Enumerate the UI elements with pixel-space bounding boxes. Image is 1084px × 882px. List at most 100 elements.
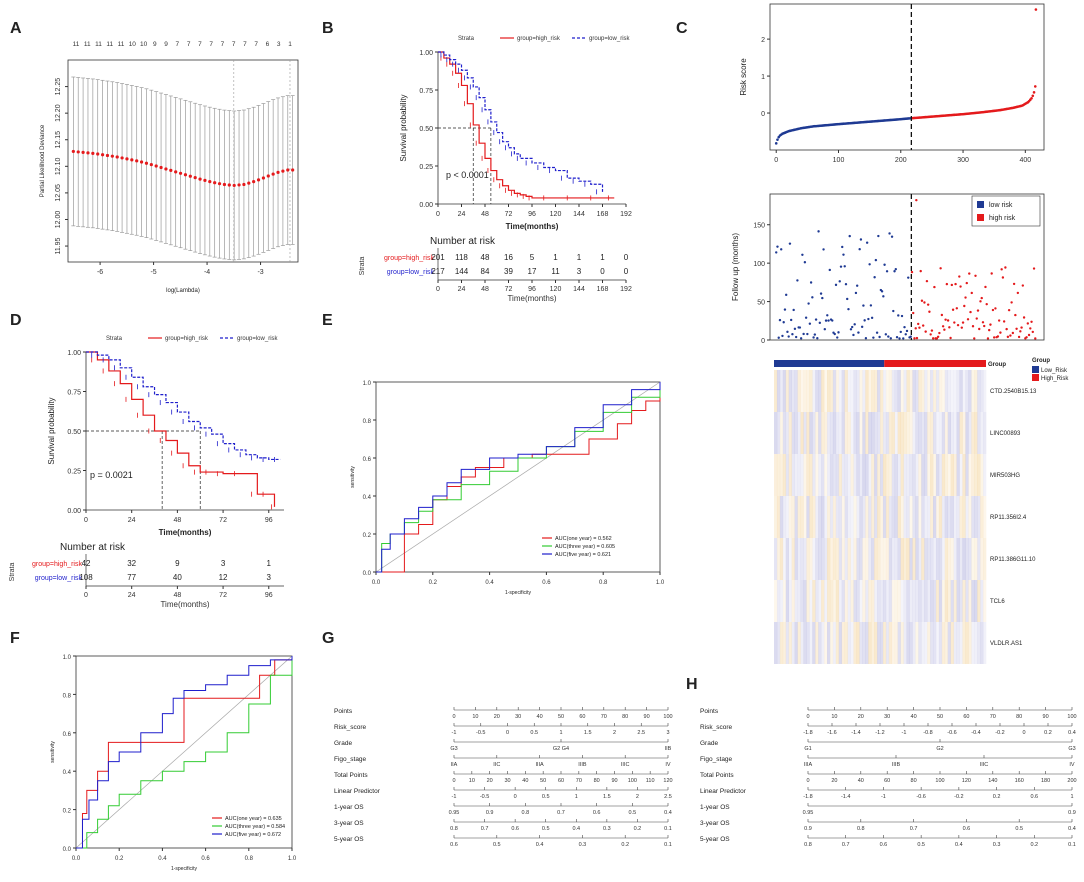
followup-point (813, 333, 817, 336)
heatmap-cell (909, 370, 913, 412)
followup-point (859, 238, 863, 241)
heatmap-cell (956, 454, 960, 496)
followup-point (799, 337, 803, 340)
heatmap-cell (797, 622, 801, 664)
followup-point (877, 234, 880, 238)
heatmap-cell (959, 370, 963, 412)
heatmap-cell (944, 622, 949, 664)
heatmap-cell (974, 454, 978, 496)
heatmap-cell (897, 580, 901, 622)
nomogram-tick-label: -0.6 (916, 794, 925, 800)
heatmap-cell (968, 496, 972, 538)
heatmap-cell (859, 454, 863, 496)
followup-point (833, 332, 836, 336)
heatmap-cell (797, 496, 801, 538)
heatmap-cell (791, 370, 795, 412)
followup-point (926, 303, 930, 306)
followup-point (893, 270, 896, 273)
heatmap-cell (797, 454, 801, 496)
followup-point (818, 321, 822, 325)
nomogram-tick-label: 100 (1067, 714, 1076, 720)
x-tick-label: 0 (436, 211, 440, 218)
nomogram-tick-label: G2 G4 (553, 746, 569, 752)
heatmap-cell (871, 622, 875, 664)
heatmap-legend-label: High_Risk (1041, 376, 1069, 382)
survival-curve-high (86, 351, 276, 507)
followup-point (898, 337, 901, 340)
nomogram-tick-label: 0.9 (486, 810, 494, 816)
group-bar-low (774, 360, 885, 367)
followup-point (847, 307, 850, 311)
nomogram-tick-label: 100 (628, 778, 637, 784)
heatmap-cell (785, 454, 790, 496)
followup-point (902, 337, 905, 340)
heatmap-cell (912, 580, 916, 622)
heatmap-cell (850, 454, 854, 496)
x-tick-label: 96 (528, 211, 536, 218)
heatmap-cell (800, 370, 804, 412)
deviance-point (91, 151, 95, 155)
y-tick-label: 100 (753, 261, 765, 268)
nomogram-tick-label: 1.5 (603, 794, 611, 800)
heatmap-cell (871, 496, 875, 538)
y-tick-label: 150 (753, 223, 765, 230)
heatmap-cell (906, 412, 910, 454)
heatmap-cell (774, 454, 778, 496)
heatmap-cell (806, 370, 810, 412)
heatmap-legend-swatch (1032, 374, 1039, 381)
heatmap-cell (818, 580, 822, 622)
heatmap-cell (794, 622, 798, 664)
heatmap-cell (956, 496, 960, 538)
heatmap-cell (776, 538, 781, 580)
nomogram-tick-label: 0.6 (593, 810, 601, 816)
followup-point (1027, 333, 1031, 337)
followup-point (1009, 334, 1012, 337)
heatmap-cell (803, 580, 807, 622)
top-count-label: 1 (288, 41, 292, 48)
heatmap-cell (947, 496, 951, 538)
heatmap-cell (865, 622, 869, 664)
heatmap-cell (962, 370, 966, 412)
followup-point (857, 331, 860, 334)
followup-point (1029, 327, 1032, 330)
heatmap-cell (827, 412, 831, 454)
heatmap-cell (785, 412, 790, 454)
heatmap-cell (806, 454, 810, 496)
heatmap-cell (950, 580, 954, 622)
followup-point (1025, 336, 1028, 339)
heatmap-cell (933, 538, 937, 580)
heatmap-cell (888, 496, 893, 538)
heatmap-cell (950, 370, 954, 412)
followup-point (872, 336, 875, 339)
x-tick-label: 48 (173, 517, 181, 524)
followup-point (1004, 266, 1007, 269)
nomogram-tick-label: 0.1 (664, 826, 672, 832)
risk-table-cell: 5 (530, 253, 535, 262)
heatmap-cell (829, 454, 834, 496)
heatmap-cell (818, 412, 822, 454)
followup-point (776, 245, 779, 248)
legend-label-high: high risk (989, 215, 1016, 222)
followup-point (894, 267, 897, 271)
followup-point (984, 285, 987, 289)
heatmap-cell (800, 454, 804, 496)
heatmap-cell (880, 496, 884, 538)
top-count-label: 3 (277, 41, 281, 48)
heatmap-cell (827, 622, 831, 664)
heatmap-cell (912, 622, 916, 664)
heatmap-cell (921, 454, 925, 496)
nomogram-tick-label: 140 (988, 778, 997, 784)
nomogram-tick-label: -1.6 (827, 730, 836, 736)
survival-curve-high (438, 51, 615, 199)
followup-point (944, 318, 947, 321)
nomogram-tick-label: 2 (613, 730, 616, 736)
heatmap-cell (971, 538, 975, 580)
nomogram-tick-label: 1 (559, 730, 562, 736)
heatmap-cell (971, 412, 975, 454)
nomogram-tick-label: 0.5 (542, 794, 550, 800)
followup-point (981, 321, 985, 324)
followup-point (834, 283, 838, 287)
heatmap-cell (962, 538, 966, 580)
x-tick-label: 192 (620, 211, 632, 218)
y-tick-label: 12.20 (55, 104, 62, 122)
